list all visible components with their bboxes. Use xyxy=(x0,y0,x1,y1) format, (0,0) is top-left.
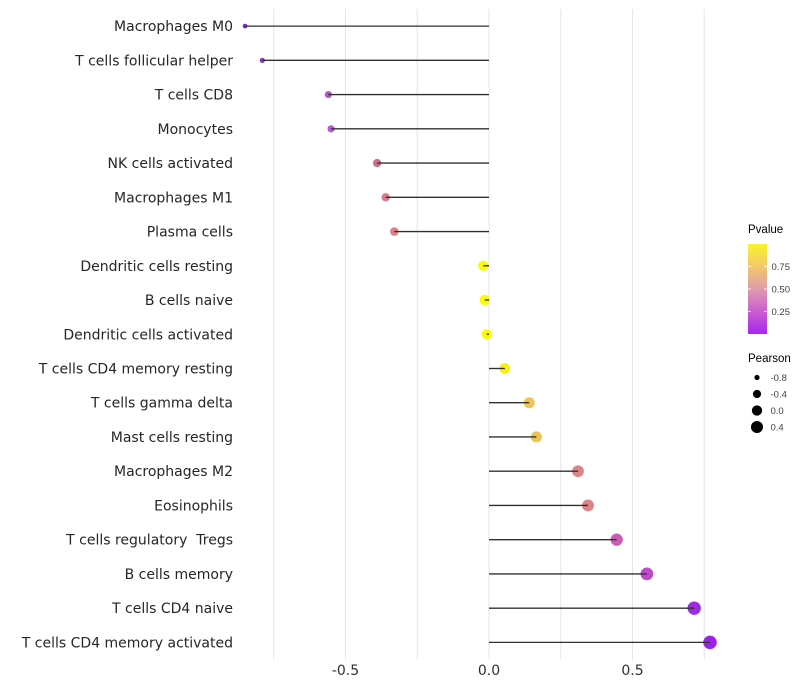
x-tick-label: 0.5 xyxy=(621,663,643,679)
lollipop-row: Dendritic cells resting xyxy=(80,259,489,275)
x-axis: -0.5 0.0 0.5 xyxy=(332,663,644,679)
y-axis-label: Macrophages M0 xyxy=(114,19,233,35)
pearson-legend-title: Pearson xyxy=(748,353,791,365)
lollipop-row: Monocytes xyxy=(158,122,489,138)
pvalue-legend: Pvalue 0.75 0.50 0.25 xyxy=(748,224,790,334)
pvalue-colorbar xyxy=(748,244,767,334)
x-tick-label: -0.5 xyxy=(332,663,359,679)
y-axis-label: Plasma cells xyxy=(147,225,233,241)
pearson-legend-label: 0.0 xyxy=(771,406,784,417)
lollipop-row: Eosinophils xyxy=(154,498,594,514)
y-axis-label: Mast cells resting xyxy=(111,430,233,446)
y-axis-label: T cells CD4 memory activated xyxy=(21,635,233,651)
lollipop-row: Macrophages M1 xyxy=(114,190,489,206)
lollipop-row: B cells naive xyxy=(145,293,490,309)
y-axis-label: T cells CD4 memory resting xyxy=(38,361,233,377)
lollipop-rows: Macrophages M0 T cells follicular helper T… xyxy=(21,19,717,651)
x-tick-label: 0.0 xyxy=(478,663,500,679)
pearson-legend-dot xyxy=(751,405,763,416)
lollipop-row: T cells CD4 naive xyxy=(111,601,701,617)
pvalue-tick-label: 0.75 xyxy=(772,262,791,273)
y-axis-label: T cells regulatory Tregs xyxy=(65,533,233,549)
pearson-legend-label: 0.4 xyxy=(771,423,784,434)
lollipop-row: Dendritic cells activated xyxy=(63,327,492,343)
lollipop-row: T cells gamma delta xyxy=(90,396,535,412)
pvalue-legend-title: Pvalue xyxy=(748,224,783,236)
lollipop-row: T cells CD8 xyxy=(154,88,489,104)
lollipop-row: T cells CD4 memory activated xyxy=(21,635,717,651)
y-axis-label: T cells CD4 naive xyxy=(111,601,233,617)
lollipop-row: NK cells activated xyxy=(108,156,489,172)
pearson-legend-label: -0.4 xyxy=(771,390,787,401)
lollipop-row: Mast cells resting xyxy=(111,430,542,446)
pvalue-tick-label: 0.50 xyxy=(772,285,791,296)
y-axis-label: B cells naive xyxy=(145,293,233,309)
lollipop-row: T cells follicular helper xyxy=(74,53,489,69)
lollipop-row: Plasma cells xyxy=(147,225,489,241)
y-axis-label: Eosinophils xyxy=(154,498,233,514)
y-axis-label: NK cells activated xyxy=(108,156,233,172)
pearson-legend: Pearson -0.8 -0.4 0.0 0.4 xyxy=(748,353,791,434)
lollipop-row: Macrophages M2 xyxy=(114,464,584,480)
pvalue-tick-label: 0.25 xyxy=(772,307,791,318)
y-axis-label: T cells CD8 xyxy=(154,88,233,104)
lollipop-row: T cells regulatory Tregs xyxy=(65,533,623,549)
pearson-legend-dot xyxy=(750,420,764,434)
lollipop-row: T cells CD4 memory resting xyxy=(38,361,511,377)
pearson-legend-dot xyxy=(754,374,760,381)
y-axis-label: Monocytes xyxy=(158,122,233,138)
pearson-legend-dot xyxy=(752,389,762,399)
y-axis-label: T cells gamma delta xyxy=(90,396,233,412)
gridlines xyxy=(273,9,705,660)
lollipop-row: Macrophages M0 xyxy=(114,19,489,35)
y-axis-label: B cells memory xyxy=(125,567,233,583)
y-axis-label: Dendritic cells resting xyxy=(80,259,233,275)
pearson-legend-label: -0.8 xyxy=(771,373,787,384)
lollipop-row: B cells memory xyxy=(125,567,654,583)
y-axis-label: Dendritic cells activated xyxy=(63,327,233,343)
y-axis-label: Macrophages M1 xyxy=(114,190,233,206)
y-axis-label: T cells follicular helper xyxy=(74,53,233,69)
y-axis-label: Macrophages M2 xyxy=(114,464,233,480)
